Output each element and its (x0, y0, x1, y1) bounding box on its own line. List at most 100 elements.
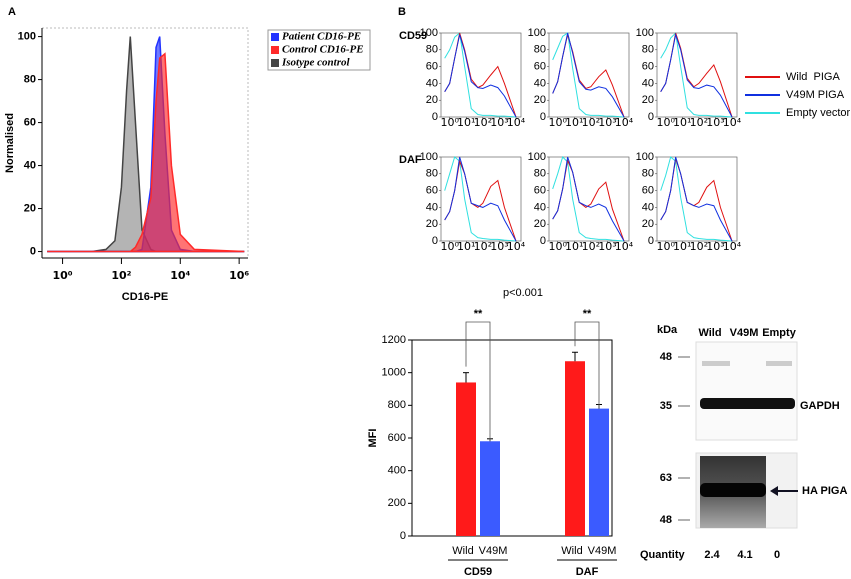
x-tick-label: 10¹ (565, 240, 583, 253)
x-tick-label: 10¹ (673, 240, 691, 253)
histogram-line (552, 32, 625, 118)
x-tick-label: 10⁰ (52, 269, 72, 282)
histogram-line (552, 158, 625, 242)
x-tick-label: 10³ (490, 116, 508, 129)
histogram-line (660, 32, 733, 118)
y-tick-label: 40 (534, 77, 546, 89)
legend-label: Control CD16-PE (282, 44, 364, 56)
x-tick-label: 10¹ (457, 116, 475, 129)
histogram-line (552, 156, 625, 242)
legend-label: Empty vector (786, 107, 851, 119)
y-tick-label: 80 (24, 73, 36, 85)
x-tick-label: 10² (582, 240, 600, 253)
panel-label: A (8, 6, 16, 18)
legend-label: V49M PIGA (786, 89, 845, 101)
y-tick-label: 1200 (382, 334, 406, 346)
marker-label: 48 (660, 514, 672, 526)
band-label: GAPDH (800, 400, 840, 412)
bar-label: V49M (479, 545, 508, 557)
histogram-line (444, 32, 517, 118)
x-tick-label: 10⁴ (615, 116, 634, 129)
y-tick-label: 40 (642, 201, 654, 213)
y-tick-label: 400 (388, 465, 406, 477)
legend-label: Patient CD16-PE (282, 31, 361, 43)
y-tick-label: 1000 (382, 367, 406, 379)
histogram-line (552, 32, 625, 118)
x-tick-label: 10³ (598, 240, 616, 253)
bar (589, 408, 609, 536)
histogram-line (444, 156, 517, 242)
y-tick-label: 20 (642, 94, 654, 106)
y-tick-label: 20 (426, 218, 438, 230)
y-tick-label: 100 (420, 27, 438, 39)
histogram-line (444, 34, 517, 118)
y-tick-label: 60 (426, 185, 438, 197)
y-tick-label: 20 (642, 218, 654, 230)
plot-frame (548, 32, 630, 118)
histogram-line (444, 156, 517, 242)
legend-label: Wild PIGA (786, 71, 840, 83)
x-tick-label: 10² (111, 269, 131, 282)
y-tick-label: 0 (30, 245, 36, 257)
lane-label: Wild (698, 327, 721, 339)
y-tick-label: 200 (388, 497, 406, 509)
y-axis-label: Normalised (4, 113, 16, 173)
x-tick-label: 10² (474, 240, 492, 253)
x-axis-label: CD16-PE (122, 291, 168, 303)
y-tick-label: 100 (420, 151, 438, 163)
y-tick-label: 0 (648, 235, 654, 247)
x-tick-label: 10⁶ (229, 269, 249, 282)
legend-swatch (271, 46, 279, 54)
quantity-value: 4.1 (737, 549, 752, 561)
x-tick-label: 10³ (598, 116, 616, 129)
y-tick-label: 80 (642, 44, 654, 56)
x-tick-label: 10⁰ (548, 240, 567, 253)
bar-label: V49M (588, 545, 617, 557)
histogram-line (552, 32, 625, 118)
y-tick-label: 100 (528, 27, 546, 39)
y-tick-label: 0 (432, 235, 438, 247)
quantity-label: Quantity (640, 549, 685, 561)
y-tick-label: 60 (642, 61, 654, 73)
x-tick-label: 10¹ (457, 240, 475, 253)
histogram-line (660, 158, 733, 242)
y-tick-label: 0 (432, 111, 438, 123)
histogram-line (444, 159, 517, 242)
x-tick-label: 10² (474, 116, 492, 129)
annotation: p<0.001 (503, 287, 543, 299)
quantity-value: 0 (774, 549, 780, 561)
significance-label: ** (583, 308, 592, 320)
significance-bracket (465, 321, 491, 442)
y-tick-label: 100 (528, 151, 546, 163)
band-faint (702, 361, 730, 366)
y-tick-label: 80 (426, 44, 438, 56)
y-tick-label: 20 (426, 94, 438, 106)
blot (678, 341, 798, 529)
legend-label: Isotype control (281, 57, 350, 69)
x-tick-label: 10⁴ (723, 116, 742, 129)
x-tick-label: 10⁰ (440, 240, 459, 253)
y-tick-label: 100 (636, 27, 654, 39)
y-tick-label: 20 (534, 94, 546, 106)
y-tick-label: 0 (400, 530, 406, 542)
plot-frame (656, 156, 738, 242)
y-tick-label: 100 (18, 31, 36, 43)
x-tick-label: 10¹ (673, 116, 691, 129)
row-label: CD59 (399, 30, 427, 42)
x-tick-label: 10¹ (565, 116, 583, 129)
y-tick-label: 40 (534, 201, 546, 213)
x-tick-label: 10⁴ (170, 269, 190, 282)
x-tick-label: 10⁴ (723, 240, 742, 253)
legend-swatch (271, 59, 279, 67)
panel-label: B (398, 6, 406, 18)
plot-frame (656, 32, 738, 118)
y-tick-label: 20 (534, 218, 546, 230)
y-axis-label: MFI (367, 429, 379, 448)
y-tick-label: 60 (24, 116, 36, 128)
x-tick-label: 10³ (706, 116, 724, 129)
x-tick-label: 10² (582, 116, 600, 129)
bar (456, 382, 476, 536)
histogram-area (47, 52, 245, 253)
x-tick-label: 10⁰ (656, 116, 675, 129)
y-tick-label: 80 (426, 168, 438, 180)
